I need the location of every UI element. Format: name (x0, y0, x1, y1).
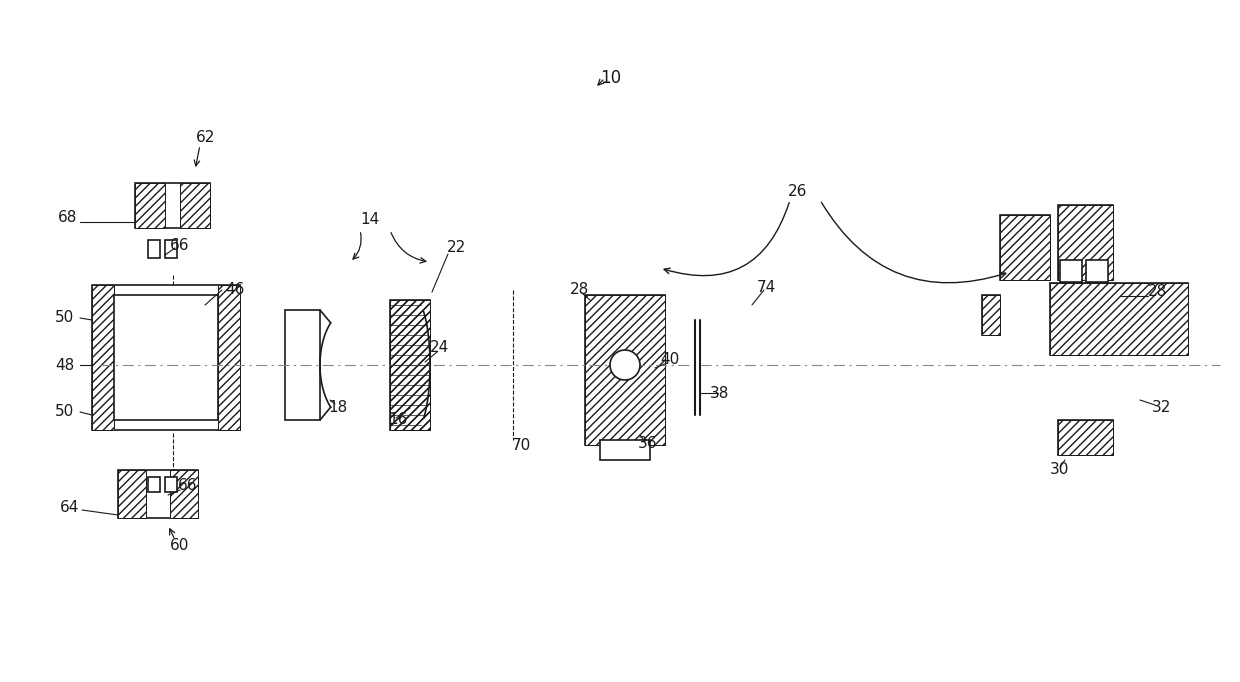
Bar (982, 295, 999, 335)
Text: 32: 32 (1152, 400, 1172, 415)
Text: 50: 50 (55, 404, 74, 419)
Bar (391, 300, 430, 430)
Text: 64: 64 (60, 501, 79, 516)
Bar (170, 470, 198, 518)
Circle shape (610, 350, 640, 380)
Bar (1050, 283, 1188, 355)
Text: 14: 14 (360, 213, 379, 228)
Bar (148, 477, 160, 492)
Bar (114, 295, 218, 420)
Text: 16: 16 (388, 413, 408, 428)
Bar (180, 183, 210, 228)
Bar (1050, 283, 1188, 355)
Text: 40: 40 (660, 353, 680, 368)
Text: 28: 28 (1148, 284, 1167, 299)
Bar (1060, 260, 1083, 282)
Text: 36: 36 (639, 436, 657, 451)
Bar (148, 240, 160, 258)
Text: 38: 38 (711, 385, 729, 400)
Bar (600, 440, 650, 460)
Bar (391, 300, 430, 430)
Bar (391, 300, 430, 430)
Text: 50: 50 (55, 310, 74, 325)
Text: 70: 70 (512, 437, 531, 452)
Text: 18: 18 (329, 400, 347, 415)
Text: 66: 66 (170, 237, 190, 252)
Text: 62: 62 (196, 130, 216, 145)
Text: 66: 66 (179, 479, 197, 494)
Bar (165, 240, 177, 258)
Bar (118, 470, 198, 518)
Bar (118, 470, 146, 518)
Text: 10: 10 (600, 69, 621, 87)
Bar (218, 285, 241, 430)
Text: 68: 68 (58, 211, 77, 226)
Bar (585, 295, 665, 445)
Bar (1086, 260, 1109, 282)
Text: 28: 28 (570, 282, 589, 297)
Bar (135, 183, 210, 228)
Text: 74: 74 (756, 280, 776, 295)
Text: 30: 30 (1050, 462, 1069, 477)
Bar (285, 310, 320, 420)
Bar (92, 285, 114, 430)
Bar (92, 285, 241, 430)
Bar (1058, 205, 1114, 280)
Text: 24: 24 (430, 340, 449, 355)
Bar (1058, 420, 1114, 455)
Bar (585, 295, 665, 445)
Bar (165, 477, 177, 492)
Bar (135, 183, 165, 228)
Text: 22: 22 (446, 241, 466, 256)
Bar (999, 215, 1050, 280)
Bar (999, 215, 1050, 280)
Text: 26: 26 (787, 185, 807, 200)
Bar (1058, 420, 1114, 455)
Text: 46: 46 (224, 282, 244, 297)
Bar (982, 295, 999, 335)
Text: 60: 60 (170, 537, 190, 552)
Bar (1058, 205, 1114, 280)
Text: 48: 48 (55, 357, 74, 372)
